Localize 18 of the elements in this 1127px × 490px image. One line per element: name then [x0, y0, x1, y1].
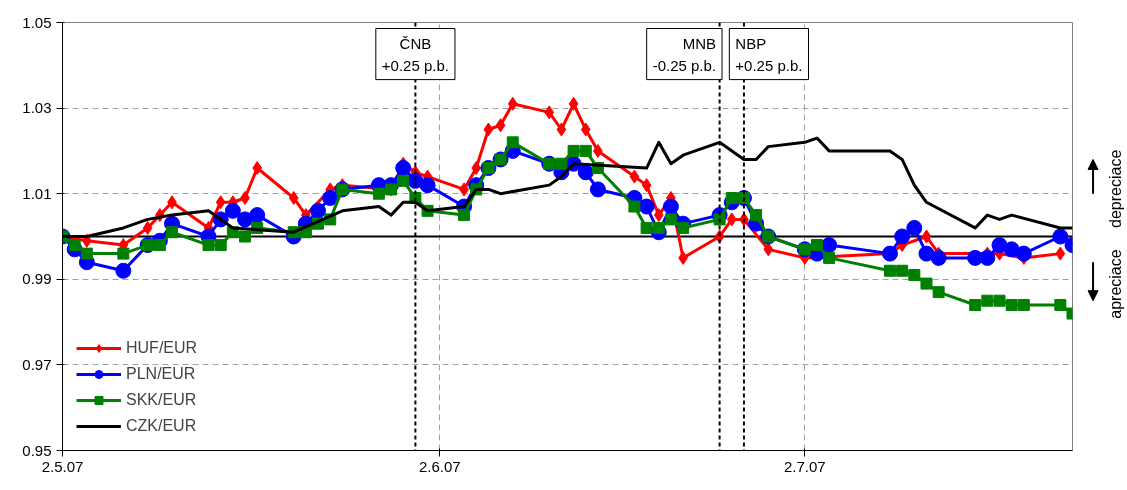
x-tick-label: 2.6.07: [418, 457, 461, 475]
y-tick-label: 1.05: [22, 13, 52, 31]
x-tick-label: 2.5.07: [41, 457, 84, 475]
legend-label: PLN/EUR: [126, 365, 196, 383]
y-tick-label: 1.01: [22, 184, 52, 202]
y-tick-label: 0.99: [22, 270, 52, 288]
y-tick-label: 1.03: [22, 99, 52, 117]
ref-line-label: MNB -0.25 p.b.: [652, 34, 717, 74]
x-tick-label: 2.7.07: [783, 457, 826, 475]
legend-label: CZK/EUR: [126, 417, 197, 435]
ref-line-label: NBP +0.25 p.b.: [735, 34, 803, 74]
text: apreciace: [1107, 249, 1125, 319]
ref-line-label: ČNB +0.25 p.b.: [381, 34, 449, 74]
y-tick-label: 0.97: [22, 355, 52, 373]
legend-label: HUF/EUR: [126, 339, 198, 357]
y-tick-label: 0.95: [22, 441, 52, 459]
text: depreciace: [1107, 149, 1125, 228]
legend-label: SKK/EUR: [126, 391, 197, 409]
